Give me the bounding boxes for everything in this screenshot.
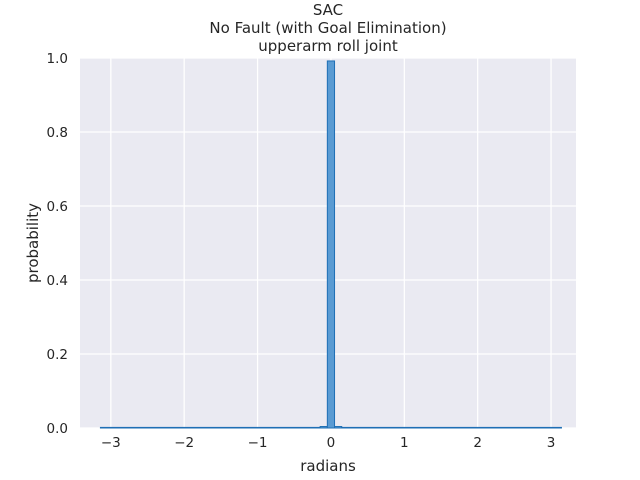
y-tick-label: 0.0	[47, 421, 68, 437]
histogram-bar	[319, 426, 328, 429]
y-tick-label: 1.0	[47, 51, 68, 67]
x-tick-label: 1	[400, 435, 409, 451]
y-axis-label: probability	[24, 203, 42, 283]
x-axis-ticks: −3 −2 −1 0 1 2 3	[101, 435, 555, 451]
title-line-2: No Fault (with Goal Elimination)	[209, 19, 446, 37]
y-tick-label: 0.8	[47, 125, 68, 141]
chart-title: SAC No Fault (with Goal Elimination) upp…	[209, 1, 446, 55]
histogram-bars	[99, 60, 562, 429]
x-tick-label: −3	[101, 435, 121, 451]
x-tick-label: −1	[248, 435, 268, 451]
histogram-bar	[99, 426, 321, 429]
x-tick-label: 3	[547, 435, 556, 451]
x-tick-label: −2	[174, 435, 194, 451]
x-axis-label: radians	[300, 457, 356, 475]
histogram-bar	[341, 426, 562, 429]
x-tick-label: 0	[327, 435, 336, 451]
title-line-3: upperarm roll joint	[258, 37, 398, 55]
histogram-bar	[326, 60, 336, 429]
x-tick-label: 2	[473, 435, 482, 451]
y-tick-label: 0.2	[47, 347, 68, 363]
title-line-1: SAC	[313, 1, 343, 19]
y-tick-label: 0.4	[47, 273, 68, 289]
y-axis-ticks: 0.0 0.2 0.4 0.6 0.8 1.0	[47, 51, 68, 437]
y-tick-label: 0.6	[47, 199, 68, 215]
histogram-bar	[334, 426, 343, 429]
